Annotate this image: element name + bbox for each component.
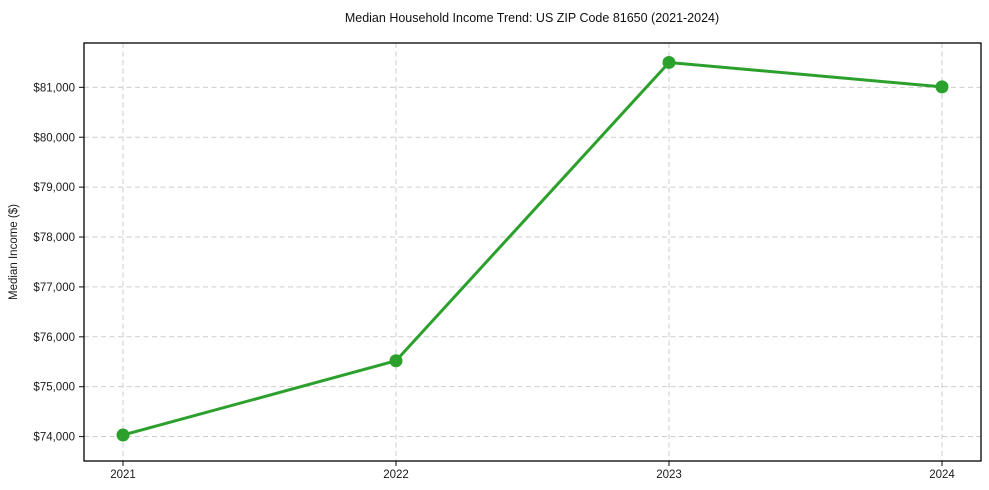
data-point-2021 [116,428,130,442]
data-point-2024 [935,80,949,94]
y-tick-label: $76,000 [33,332,75,344]
data-point-2022 [389,354,403,368]
trend-line [121,60,944,437]
series-layer [116,55,949,442]
y-tick-label: $78,000 [33,232,75,244]
y-axis-label: Median Income ($) [8,204,20,300]
y-tick-label: $80,000 [33,132,75,144]
x-tick-label: 2021 [110,469,136,481]
chart-title: Median Household Income Trend: US ZIP Co… [345,11,719,25]
y-tick-label: $75,000 [33,382,75,394]
x-tick-label: 2022 [383,469,409,481]
plot-border [83,42,982,462]
y-tick-label: $77,000 [33,282,75,294]
grid-layer [84,43,981,461]
y-tick-label: $79,000 [33,182,75,194]
axis-layer: $74,000 $75,000 $76,000 $77,000 $78,000 $79,0… [33,42,982,481]
y-tick-label: $74,000 [33,432,75,444]
x-tick-label: 2024 [929,469,955,481]
x-tick-label: 2023 [656,469,682,481]
y-tick-label: $81,000 [33,82,75,94]
data-point-2023 [662,55,676,69]
